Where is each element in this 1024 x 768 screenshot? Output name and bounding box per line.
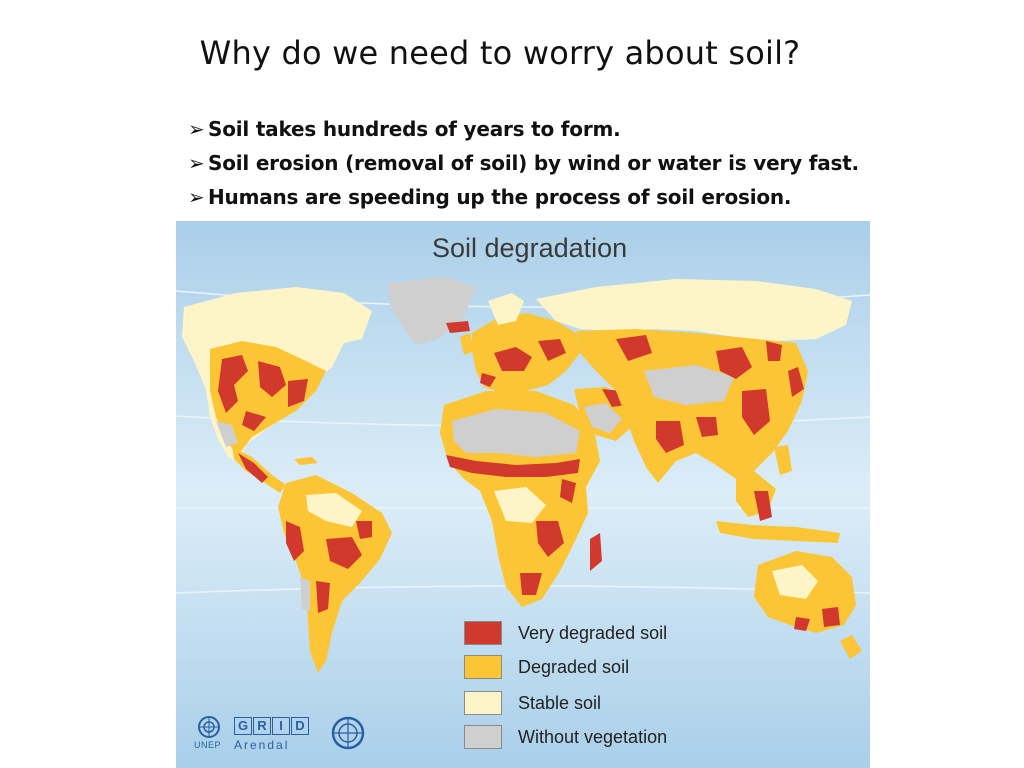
grid-letter: I (272, 717, 290, 735)
arrow-bullet-icon: ➢ (188, 151, 205, 175)
australia-very-degraded (794, 607, 840, 631)
south-america-without-vegetation (300, 577, 310, 611)
bullet-text: Soil takes hundreds of years to form. (208, 117, 621, 141)
madagascar-land (590, 533, 602, 571)
sahel-very-degraded (446, 455, 580, 477)
north-america-without-vegetation (216, 421, 238, 447)
japan-land (788, 367, 804, 397)
legend-label: Without vegetation (518, 727, 668, 747)
arrow-bullet-icon: ➢ (188, 185, 205, 209)
world-map-graphic (176, 221, 870, 768)
un-emblem-icon (331, 716, 365, 750)
grid-letter: G (234, 717, 252, 735)
greenland-land (388, 277, 476, 345)
bullet-list: ➢ Soil takes hundreds of years to form. ➢… (188, 112, 859, 214)
legend-item-very-degraded: Very degraded soil (464, 621, 724, 651)
asia-stable-north (536, 279, 852, 341)
unep-logo-icon (198, 716, 220, 738)
legend-item-stable: Stable soil (464, 691, 724, 721)
map-title: Soil degradation (432, 233, 628, 263)
new-zealand-land (840, 635, 862, 659)
legend-label: Very degraded soil (518, 623, 668, 643)
legend-label: Stable soil (518, 693, 602, 713)
scandinavia-land (488, 293, 524, 325)
bullet-text: Soil erosion (removal of soil) by wind o… (208, 151, 859, 175)
legend-swatch (464, 655, 502, 679)
europe-very-degraded (480, 339, 566, 387)
philippines-land (774, 445, 792, 475)
north-america-very-degraded (218, 355, 308, 431)
south-america-very-degraded (286, 521, 372, 613)
bullet-item: ➢ Soil erosion (removal of soil) by wind … (188, 146, 859, 180)
bullet-item: ➢ Humans are speeding up the process of s… (188, 180, 859, 214)
sahara-without-vegetation (452, 409, 580, 457)
legend-item-without-vegetation: Without vegetation (464, 725, 724, 755)
indonesia-land (716, 521, 840, 543)
arrow-bullet-icon: ➢ (188, 117, 205, 141)
southeast-asia-very-degraded (754, 491, 772, 521)
uk-land (460, 333, 474, 355)
south-america-stable (306, 493, 362, 527)
unep-label: UNEP (194, 740, 222, 750)
grid-letter: R (253, 717, 271, 735)
africa-stable (494, 487, 546, 523)
soil-degradation-map: Soil degradation Very degraded soil Degr… (176, 221, 870, 768)
legend-swatch (464, 691, 502, 715)
australia-stable (772, 565, 818, 599)
legend-swatch (464, 725, 502, 749)
africa-very-degraded-south (520, 479, 576, 595)
legend-item-degraded: Degraded soil (464, 655, 724, 685)
legend-swatch (464, 621, 502, 645)
central-asia-without-vegetation (644, 365, 734, 405)
central-america-very-degraded (238, 453, 268, 483)
caribbean-land (294, 457, 318, 465)
asia-very-degraded (616, 335, 782, 453)
bullet-text: Humans are speeding up the process of so… (208, 185, 792, 209)
europe-land (472, 313, 580, 393)
iceland-land (446, 321, 470, 333)
bullet-item: ➢ Soil takes hundreds of years to form. (188, 112, 859, 146)
legend-label: Degraded soil (518, 657, 630, 677)
arendal-label: Arendal (234, 738, 290, 752)
arabia-without-vegetation (584, 403, 622, 433)
grid-letter: D (291, 717, 309, 735)
slide-title: Why do we need to worry about soil? (199, 34, 801, 72)
